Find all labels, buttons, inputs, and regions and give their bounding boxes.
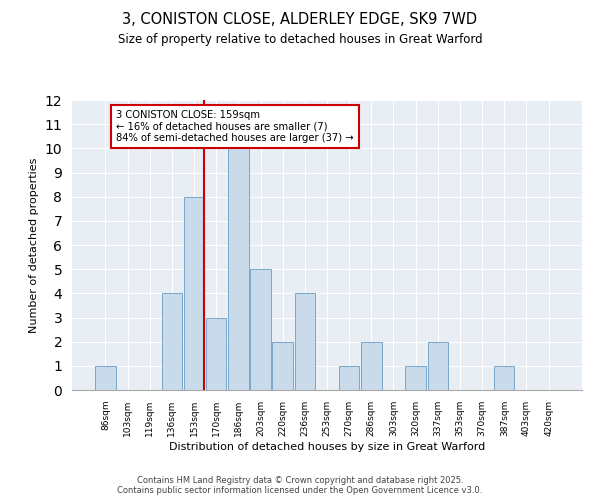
Bar [272,342,293,390]
Y-axis label: Number of detached properties: Number of detached properties [29,158,39,332]
Bar [206,318,226,390]
Bar [339,366,359,390]
Bar [406,366,426,390]
Bar [295,294,315,390]
Text: Contains HM Land Registry data © Crown copyright and database right 2025.
Contai: Contains HM Land Registry data © Crown c… [118,476,482,495]
Text: Size of property relative to detached houses in Great Warford: Size of property relative to detached ho… [118,32,482,46]
Text: 3, CONISTON CLOSE, ALDERLEY EDGE, SK9 7WD: 3, CONISTON CLOSE, ALDERLEY EDGE, SK9 7W… [122,12,478,28]
Text: 3 CONISTON CLOSE: 159sqm
← 16% of detached houses are smaller (7)
84% of semi-de: 3 CONISTON CLOSE: 159sqm ← 16% of detach… [116,110,354,143]
Bar [494,366,514,390]
Bar [361,342,382,390]
Bar [161,294,182,390]
Bar [428,342,448,390]
Bar [184,196,204,390]
X-axis label: Distribution of detached houses by size in Great Warford: Distribution of detached houses by size … [169,442,485,452]
Bar [228,148,248,390]
Bar [250,269,271,390]
Bar [95,366,116,390]
